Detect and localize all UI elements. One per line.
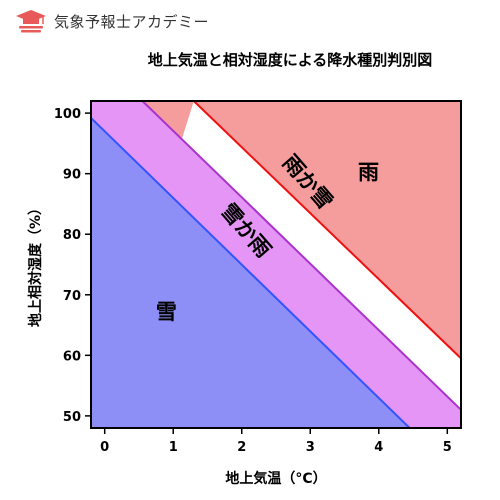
x-tick-label: 1 bbox=[169, 440, 178, 455]
brand-name: 気象予報士アカデミー bbox=[54, 12, 210, 31]
plot-frame bbox=[90, 100, 462, 429]
y-tick-label: 50 bbox=[63, 410, 81, 425]
y-tick-label: 70 bbox=[63, 289, 81, 304]
chart-boundaries bbox=[90, 100, 462, 429]
region-label-rain: 雨 bbox=[358, 161, 379, 185]
x-tick-label: 3 bbox=[306, 440, 315, 455]
y-tick-label: 80 bbox=[63, 228, 81, 243]
sleet-rain-boundary-line bbox=[141, 100, 462, 411]
snow-sleet-boundary-line bbox=[90, 117, 411, 429]
x-axis-ticks: 0 1 2 3 4 5 bbox=[100, 428, 452, 455]
x-axis-title: 地上気温（°C） bbox=[225, 470, 326, 487]
y-tick-label: 60 bbox=[63, 349, 81, 364]
y-tick-label: 100 bbox=[54, 107, 81, 122]
y-tick-label: 90 bbox=[63, 168, 81, 183]
x-tick-label: 0 bbox=[100, 440, 109, 455]
y-axis-ticks: 50 60 70 80 90 100 bbox=[54, 107, 91, 425]
chart-title: 地上気温と相対湿度による降水種別判別図 bbox=[148, 51, 433, 69]
brand-header: 気象予報士アカデミー bbox=[14, 8, 209, 34]
x-tick-label: 5 bbox=[443, 440, 452, 455]
y-axis-title: 地上相対湿度（%） bbox=[27, 201, 44, 327]
graduation-cap-icon bbox=[16, 10, 46, 33]
x-tick-label: 2 bbox=[237, 440, 246, 455]
region-rain-or-snow bbox=[91, 101, 461, 428]
x-tick-label: 4 bbox=[374, 440, 383, 455]
region-label-snow: 雪 bbox=[156, 300, 177, 324]
rain-boundary-line bbox=[193, 100, 462, 360]
chart-regions bbox=[91, 101, 461, 428]
